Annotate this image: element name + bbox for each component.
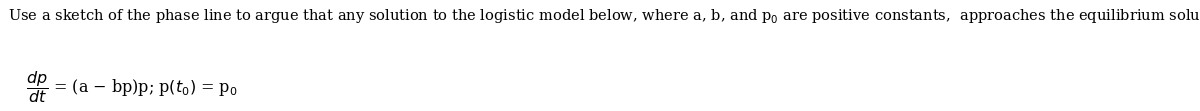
- Text: $\dfrac{dp}{dt}$ = (a − bp)p; p$\left(t_0\right)$ = p$_0$: $\dfrac{dp}{dt}$ = (a − bp)p; p$\left(t_…: [26, 69, 238, 105]
- Text: Use a sketch of the phase line to argue that any solution to the logistic model : Use a sketch of the phase line to argue …: [8, 3, 1200, 33]
